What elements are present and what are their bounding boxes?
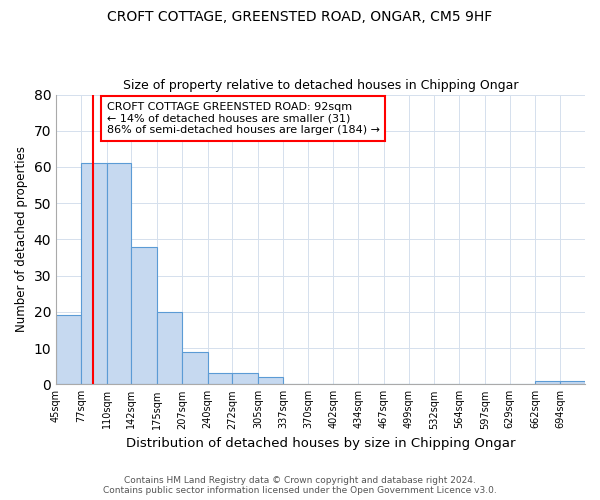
Bar [56,316,81,384]
Title: Size of property relative to detached houses in Chipping Ongar: Size of property relative to detached ho… [123,79,518,92]
Text: Contains HM Land Registry data © Crown copyright and database right 2024.
Contai: Contains HM Land Registry data © Crown c… [103,476,497,495]
Bar [107,164,131,384]
Bar [535,380,560,384]
Bar [182,352,208,384]
Bar [258,377,283,384]
Bar [131,246,157,384]
Bar [81,164,107,384]
Text: CROFT COTTAGE GREENSTED ROAD: 92sqm
← 14% of detached houses are smaller (31)
86: CROFT COTTAGE GREENSTED ROAD: 92sqm ← 14… [107,102,380,135]
Y-axis label: Number of detached properties: Number of detached properties [15,146,28,332]
Bar [208,374,232,384]
Text: CROFT COTTAGE, GREENSTED ROAD, ONGAR, CM5 9HF: CROFT COTTAGE, GREENSTED ROAD, ONGAR, CM… [107,10,493,24]
Bar [232,374,258,384]
Bar [560,380,585,384]
X-axis label: Distribution of detached houses by size in Chipping Ongar: Distribution of detached houses by size … [126,437,515,450]
Bar [157,312,182,384]
